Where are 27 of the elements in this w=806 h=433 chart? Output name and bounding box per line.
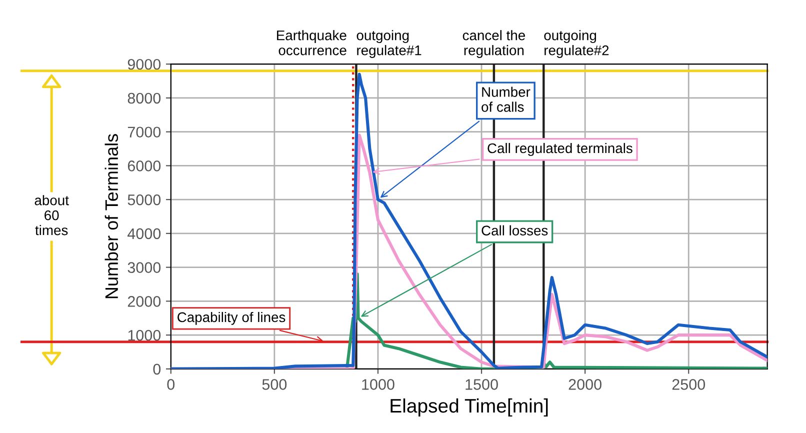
x-tick-label: 1000 — [362, 379, 394, 390]
y-tick-label: 1000 — [128, 330, 161, 341]
y-tick-label: 6000 — [128, 160, 161, 172]
ref-line-label: cancel the regulation — [462, 30, 525, 58]
text: about 60 times — [34, 195, 69, 236]
y-tick-label: 4000 — [128, 228, 161, 240]
ref-line-label: outgoing regulate#1 — [356, 30, 422, 58]
x-tick-label: 2500 — [672, 379, 706, 390]
ref-line-label: Capability of lines — [178, 312, 286, 325]
x-tick-label: 0 — [167, 379, 175, 390]
y-axis-title: Number of Terminals — [104, 134, 118, 298]
y-tick-label: 2000 — [128, 296, 161, 307]
y-tick-label: 9000 — [128, 58, 161, 70]
y-tick-label: 5000 — [128, 194, 161, 206]
y-tick-label: 7000 — [128, 126, 161, 138]
text: Call losses — [482, 225, 548, 236]
y-tick-label: 3000 — [128, 262, 161, 273]
x-tick-label: 1500 — [466, 379, 498, 390]
x-tick-label: 2000 — [568, 379, 602, 390]
ref-line-label: outgoing regulate#2 — [544, 30, 609, 58]
ref-line-label: Earthquake occurrence — [277, 30, 346, 56]
text: Call regulated terminals — [488, 142, 632, 156]
y-tick-label: 0 — [153, 364, 161, 375]
x-axis-title: Elapsed Time[min] — [390, 398, 548, 417]
y-tick-label: 8000 — [128, 92, 161, 104]
text: Number of calls — [482, 86, 530, 112]
x-tick-label: 500 — [262, 379, 287, 390]
